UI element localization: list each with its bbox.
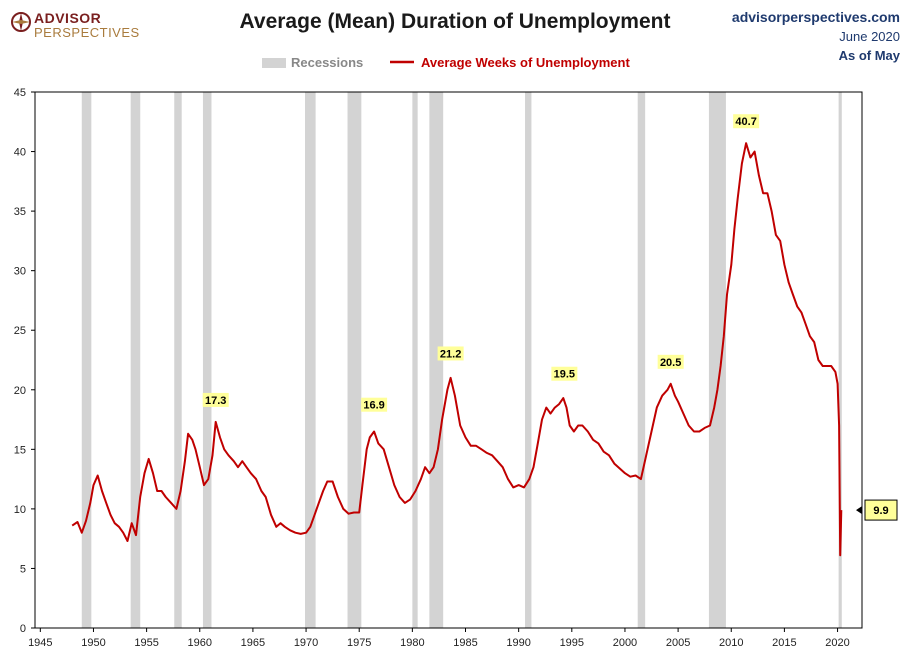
recession-band bbox=[81, 92, 92, 628]
recession-band bbox=[708, 92, 726, 628]
advisor-perspectives-logo: ADVISOR PERSPECTIVES bbox=[10, 8, 140, 48]
peak-label-box bbox=[361, 397, 388, 412]
peak-label: 17.3 bbox=[205, 395, 226, 407]
source-date: June 2020 bbox=[839, 29, 900, 44]
peak-label: 19.5 bbox=[554, 369, 575, 381]
x-tick-label: 2010 bbox=[719, 637, 743, 649]
peak-label-box bbox=[202, 392, 229, 407]
peak-label: 21.2 bbox=[440, 348, 461, 360]
y-tick-label: 5 bbox=[20, 563, 26, 575]
y-tick-label: 20 bbox=[14, 385, 26, 397]
recession-bands bbox=[81, 92, 842, 628]
recession-band bbox=[429, 92, 444, 628]
source-site: advisorperspectives.com bbox=[731, 9, 900, 25]
x-tick-label: 1980 bbox=[400, 637, 424, 649]
recession-band bbox=[174, 92, 182, 628]
y-tick-label: 15 bbox=[14, 444, 26, 456]
source-block: advisorperspectives.com June 2020 As of … bbox=[732, 8, 900, 65]
y-tick-label: 35 bbox=[14, 206, 26, 218]
x-tick-label: 1945 bbox=[28, 637, 52, 649]
chart-title: Average (Mean) Duration of Unemployment bbox=[239, 10, 671, 33]
x-tick-label: 1990 bbox=[506, 637, 530, 649]
last-value-callout: 9.9 bbox=[856, 499, 898, 521]
peak-label: 20.5 bbox=[660, 357, 681, 369]
recession-band bbox=[202, 92, 212, 628]
recession-band bbox=[130, 92, 141, 628]
recession-band bbox=[838, 92, 842, 628]
legend: Recessions Average Weeks of Unemployment bbox=[262, 55, 630, 70]
x-tick-label: 1985 bbox=[453, 637, 477, 649]
logo-line-1: ADVISOR bbox=[34, 10, 102, 26]
last-value-arrow-icon bbox=[856, 506, 862, 515]
recession-band bbox=[525, 92, 532, 628]
x-tick-label: 2020 bbox=[825, 637, 849, 649]
peak-label-box bbox=[657, 354, 684, 369]
x-axis: 1945 1950 1955 1960 1965 1970 1975 1980 1985 1990… bbox=[28, 628, 850, 649]
x-tick-label: 1955 bbox=[134, 637, 158, 649]
peak-label-box bbox=[733, 114, 760, 129]
x-tick-label: 2005 bbox=[666, 637, 690, 649]
y-tick-label: 0 bbox=[20, 623, 26, 635]
x-tick-label: 1960 bbox=[188, 637, 212, 649]
last-value-box bbox=[864, 499, 898, 521]
x-tick-label: 2015 bbox=[772, 637, 796, 649]
y-tick-label: 10 bbox=[14, 504, 26, 516]
peak-annotations: 17.3 16.9 21.2 19.5 20.5 40.7 bbox=[202, 114, 760, 412]
x-tick-label: 1995 bbox=[560, 637, 584, 649]
y-axis: 0 5 10 15 20 25 30 35 40 45 bbox=[14, 87, 35, 635]
x-tick-label: 1975 bbox=[347, 637, 371, 649]
y-tick-label: 45 bbox=[14, 87, 26, 99]
series-line bbox=[71, 142, 843, 557]
recession-band bbox=[304, 92, 316, 628]
legend-recession-swatch bbox=[262, 58, 286, 68]
peak-label-box bbox=[437, 346, 464, 361]
y-tick-label: 40 bbox=[14, 147, 26, 159]
peak-label: 16.9 bbox=[363, 400, 384, 412]
last-value-label: 9.9 bbox=[873, 505, 888, 517]
legend-series-label: Average Weeks of Unemployment bbox=[421, 55, 630, 70]
recession-band bbox=[347, 92, 362, 628]
y-tick-label: 30 bbox=[14, 266, 26, 278]
legend-recessions-label: Recessions bbox=[291, 55, 363, 70]
x-tick-label: 1970 bbox=[294, 637, 318, 649]
source-asof: As of May bbox=[838, 48, 900, 63]
compass-logo-icon bbox=[11, 12, 31, 32]
x-tick-label: 1965 bbox=[241, 637, 265, 649]
x-tick-label: 1950 bbox=[81, 637, 105, 649]
recession-band bbox=[637, 92, 646, 628]
peak-label: 40.7 bbox=[735, 116, 756, 128]
series-line-path bbox=[71, 142, 843, 557]
y-tick-label: 25 bbox=[14, 325, 26, 337]
plot-frame bbox=[34, 91, 863, 629]
x-tick-label: 2000 bbox=[613, 637, 637, 649]
logo-line-2: PERSPECTIVES bbox=[34, 25, 140, 40]
recession-band bbox=[412, 92, 418, 628]
peak-label-box bbox=[551, 366, 578, 381]
